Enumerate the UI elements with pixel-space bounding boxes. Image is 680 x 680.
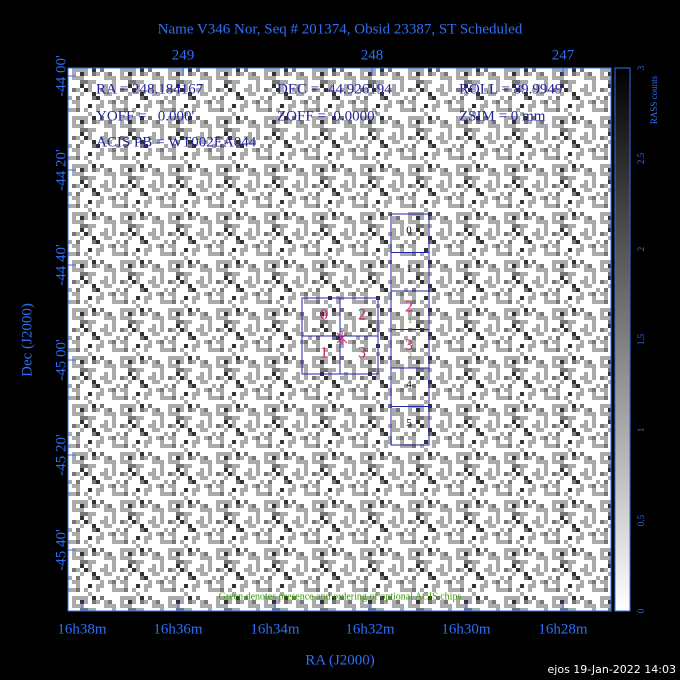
colorbar-label: 2.5 (636, 152, 646, 164)
colorbar-label: 1.5 (636, 333, 646, 345)
optional-order: 1 (408, 316, 412, 325)
bottom-tick-label: 16h30m (441, 621, 491, 637)
top-tick-label: 249 (172, 47, 195, 63)
acis-i-chip (339, 335, 379, 375)
left-tick-label: -44 40' (53, 244, 69, 286)
acis-i-label: 3 (358, 345, 366, 362)
top-tick-label: 247 (552, 47, 575, 63)
left-tick-label: -44 00' (53, 55, 69, 97)
optional-order: 2 (408, 351, 412, 360)
bottom-tick-label: 16h28m (538, 621, 588, 637)
acis-i-label: 2 (358, 307, 366, 324)
footer: ejos 19-Jan-2022 14:03 (548, 663, 676, 676)
acis-s-label: 5 (406, 417, 412, 429)
colorbar-title: RASS counts (649, 75, 659, 124)
left-tick-label: -45 40' (53, 529, 69, 571)
info-text: ACIS PB = WT002EA044 (96, 134, 257, 150)
colorbar-label: 2 (636, 247, 646, 252)
bottom-tick-label: 16h36m (153, 621, 203, 637)
aimpoint (336, 331, 348, 345)
left-tick-label: -44 20' (53, 149, 69, 191)
info-text: YOFF = 0.000' (96, 108, 195, 124)
acis-s-label: 2 (405, 299, 413, 316)
x-axis-title: RA (J2000) (305, 652, 375, 668)
info-text: RA = 248.184167 (96, 81, 204, 97)
left-tick-label: -45 00' (53, 339, 69, 381)
bottom-tick-label: 16h32m (345, 621, 395, 637)
colorbar (614, 67, 631, 612)
plot-frame (67, 67, 612, 612)
info-text: ZSIM = 0 mm (459, 108, 546, 124)
colorbar-label: 0 (636, 608, 646, 613)
note: Green denotes presence and ordering of o… (219, 591, 462, 602)
acis-i-label: 1 (320, 345, 328, 362)
y-axis-title: Dec (J2000) (19, 303, 35, 377)
acis-s-label: 3 (405, 337, 413, 354)
acis-i-label: 0 (320, 307, 328, 324)
colorbar-label: 0.5 (636, 514, 646, 526)
top-tick-label: 248 (361, 47, 384, 63)
acis-s-label: 4 (406, 379, 412, 391)
left-tick-label: -45 20' (53, 434, 69, 476)
acis-s-label: 1 (406, 263, 412, 275)
acis-s-chip (390, 406, 430, 446)
bottom-tick-label: 16h34m (250, 621, 300, 637)
colorbar-label: 3 (636, 65, 646, 70)
colorbar-label: 1 (636, 428, 646, 433)
info-text: DEC = -44.926194 (277, 81, 392, 97)
acis-s-label: 0 (406, 225, 412, 237)
bottom-tick-label: 16h38m (57, 621, 107, 637)
title: Name V346 Nor, Seq # 201374, Obsid 23387… (158, 21, 523, 37)
info-text: ZOFF = 0.0000' (277, 108, 378, 124)
info-text: ROLL = 89.9949 (459, 81, 562, 97)
